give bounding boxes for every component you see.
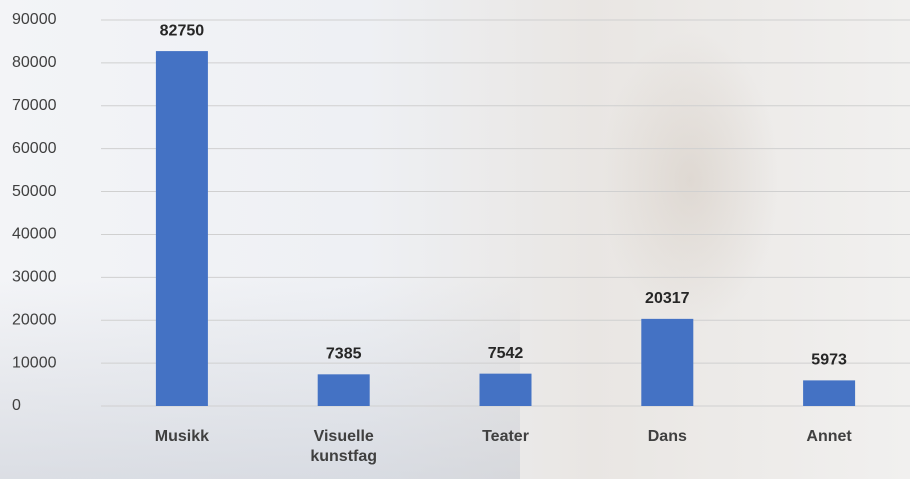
value-label: 7542 bbox=[488, 345, 524, 362]
bar bbox=[641, 318, 694, 406]
y-tick-label: 60000 bbox=[12, 140, 57, 157]
value-label: 7385 bbox=[326, 346, 362, 363]
value-label: 5973 bbox=[811, 352, 847, 369]
background bbox=[0, 280, 520, 479]
x-tick-label: Dans bbox=[647, 428, 687, 445]
y-tick-label: 70000 bbox=[12, 97, 57, 114]
bar bbox=[803, 380, 856, 406]
y-tick-label: 0 bbox=[12, 397, 21, 414]
y-tick-label: 80000 bbox=[12, 54, 57, 71]
y-tick-label: 40000 bbox=[12, 226, 57, 243]
x-tick-label: Visuelle kunstfag bbox=[310, 428, 378, 465]
bar bbox=[317, 374, 370, 406]
bar bbox=[155, 51, 208, 406]
x-tick-label: Annet bbox=[806, 428, 852, 445]
x-tick-label: Teater bbox=[482, 428, 529, 445]
y-tick-label: 90000 bbox=[12, 11, 57, 28]
background bbox=[600, 30, 780, 330]
value-label: 20317 bbox=[645, 290, 690, 307]
x-tick-label: Musikk bbox=[154, 428, 210, 445]
y-tick-label: 20000 bbox=[12, 311, 57, 328]
y-tick-label: 10000 bbox=[12, 354, 57, 371]
bar bbox=[479, 373, 532, 406]
value-label: 82750 bbox=[160, 22, 205, 39]
y-tick-label: 30000 bbox=[12, 269, 57, 286]
y-tick-label: 50000 bbox=[12, 183, 57, 200]
